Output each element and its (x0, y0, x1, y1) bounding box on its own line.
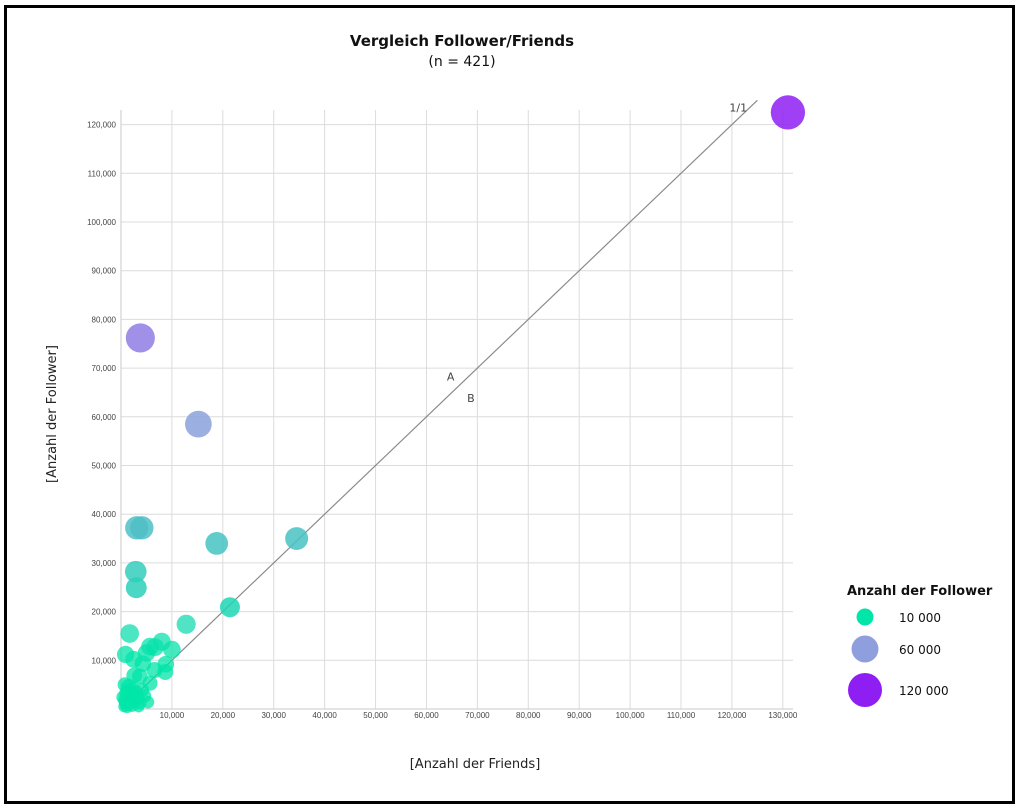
annotation-a: A (447, 370, 455, 383)
x-tick-label: 50,000 (363, 711, 388, 720)
y-tick-label: 60,000 (92, 413, 117, 422)
y-tick-label: 10,000 (92, 656, 117, 665)
y-tick-label: 70,000 (92, 364, 117, 373)
data-point (121, 701, 133, 714)
data-point (157, 663, 174, 681)
y-tick-label: 120,000 (87, 121, 116, 130)
annotation-b: B (467, 392, 475, 405)
data-point (770, 95, 806, 130)
x-tick-label: 100,000 (616, 711, 645, 720)
legend: Anzahl der Follower 10 000 60 000 120 000 (847, 584, 993, 707)
legend-marker (848, 673, 882, 707)
x-tick-label: 70,000 (465, 711, 490, 720)
chart-title: Vergleich Follower/Friends (350, 32, 574, 50)
legend-marker (851, 635, 879, 663)
legend-marker (856, 608, 874, 626)
y-tick-label: 110,000 (88, 169, 117, 178)
x-tick-label: 10,000 (160, 711, 185, 720)
data-point (219, 597, 240, 618)
legend-entry-label: 60 000 (899, 643, 941, 657)
grid (121, 110, 793, 709)
data-point (125, 323, 155, 353)
annotations: AB (447, 370, 475, 405)
data-point (176, 614, 196, 634)
reference-line: 1/1 (120, 99, 758, 710)
data-point (163, 640, 181, 659)
x-tick-label: 80,000 (516, 711, 541, 720)
data-point (185, 410, 212, 438)
legend-entry-label: 120 000 (899, 684, 949, 698)
legend-title: Anzahl der Follower (847, 584, 993, 599)
reference-line-label: 1/1 (729, 101, 747, 114)
reference-line-1-1 (120, 99, 758, 710)
y-axis-label: [Anzahl der Follower] (45, 345, 60, 483)
y-tick-label: 80,000 (92, 315, 117, 324)
data-point (205, 532, 229, 555)
chart-subtitle: (n = 421) (428, 54, 495, 70)
axes (120, 110, 793, 710)
data-point (120, 624, 139, 643)
x-tick-label: 110,000 (667, 711, 696, 720)
data-point (124, 560, 147, 583)
legend-entry-label: 10 000 (899, 611, 941, 625)
x-axis-label: [Anzahl der Friends] (410, 757, 541, 772)
x-tick-label: 90,000 (567, 711, 592, 720)
y-tick-label: 40,000 (92, 510, 117, 519)
y-tick-label: 30,000 (92, 559, 117, 568)
y-tick-label: 20,000 (92, 608, 117, 617)
tick-labels: 10,000 20,000 30,000 40,000 50,000 60,000 70,0… (87, 121, 798, 720)
x-tick-label: 60,000 (414, 711, 439, 720)
x-tick-label: 20,000 (211, 711, 236, 720)
data-point (285, 527, 309, 551)
x-tick-label: 30,000 (261, 711, 286, 720)
y-tick-label: 50,000 (92, 462, 117, 471)
data-point (130, 516, 154, 540)
data-point (133, 700, 145, 713)
data-points (116, 95, 806, 714)
x-tick-label: 130,000 (768, 711, 797, 720)
y-tick-label: 90,000 (92, 267, 117, 276)
x-tick-label: 40,000 (312, 711, 337, 720)
data-point (125, 577, 147, 599)
x-tick-label: 120,000 (717, 711, 746, 720)
y-tick-label: 100,000 (87, 218, 116, 227)
